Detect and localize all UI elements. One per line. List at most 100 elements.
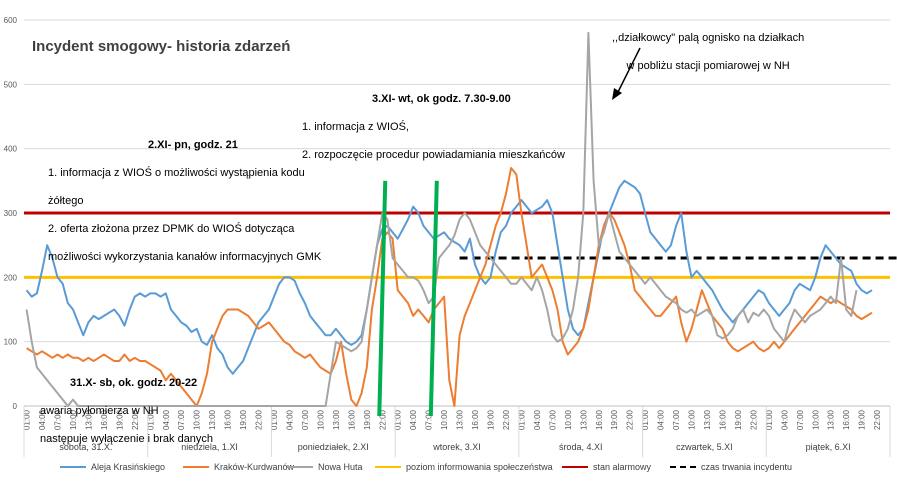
legend-item-s2: Kraków-Kurdwanów [183, 462, 294, 472]
day-label: czwartek, 5.XI [676, 442, 733, 452]
hour-tick-label: 22:00 [873, 409, 882, 430]
legend-item-s3: Nowa Huta [287, 462, 363, 472]
hour-tick-label: 01:00 [517, 409, 526, 430]
legend-label-incident: czas trwania incydentu [701, 462, 793, 472]
hour-tick-label: 22:00 [255, 409, 264, 430]
annotation-saturday: 31.X- sb, ok. godz. 20-22 awaria pyłomie… [40, 362, 213, 460]
legend-swatch-alarm [562, 466, 588, 468]
annotation-monday: 2.XI- pn, godz. 21 1. informacja z WIOŚ … [48, 124, 321, 278]
hour-tick-label: 04:00 [533, 409, 542, 430]
hour-tick-label: 13:00 [84, 409, 93, 430]
legend-item-info: poziom informowania społeczeństwa [375, 462, 553, 472]
y-tick-label-0: 0 [13, 402, 18, 411]
y-axis: 0 100 200 300 400 500 600 [4, 16, 18, 411]
hour-tick-label: 16:00 [718, 409, 727, 430]
hour-tick-label: 22:00 [131, 409, 140, 430]
annotation-nowa-huta: ,,działkowcy" palą ognisko na działkach … [612, 17, 804, 87]
annotation-tuesday: 3.XI- wt, ok godz. 7.30-9.00 1. informac… [302, 78, 565, 176]
hour-tick-label: 22:00 [502, 409, 511, 430]
hour-tick-label: 13:00 [332, 409, 341, 430]
annotation-saturday-line1: awaria pyłomierza w NH [40, 405, 159, 417]
hour-tick-label: 13:00 [703, 409, 712, 430]
y-tick-label-100: 100 [4, 338, 18, 347]
hour-tick-label: 19:00 [487, 409, 496, 430]
hour-tick-label: 07:00 [796, 409, 805, 430]
hour-tick-label: 10:00 [316, 409, 325, 430]
series-lines [25, 31, 873, 407]
hour-tick-label: 19:00 [115, 409, 124, 430]
annotation-monday-item1b: żółtego [48, 195, 84, 207]
annotation-tuesday-title: 3.XI- wt, ok godz. 7.30-9.00 [372, 93, 511, 105]
y-tick-label-300: 300 [4, 209, 18, 218]
hour-tick-label: 01:00 [394, 409, 403, 430]
hour-tick-label: 07:00 [425, 409, 434, 430]
hour-tick-label: 04:00 [162, 409, 171, 430]
hour-tick-label: 07:00 [54, 409, 63, 430]
legend-label-s2: Kraków-Kurdwanów [214, 462, 295, 472]
x-axis: 01:00 04:00 07:00 10:00 13:00 16:00 19:00 22:00… [23, 409, 883, 452]
hour-tick-label: 01:00 [765, 409, 774, 430]
annotation-saturday-title: 31.X- sb, ok. godz. 20-22 [70, 377, 198, 389]
hour-tick-label: 22:00 [626, 409, 635, 430]
legend-item-alarm: stan alarmowy [562, 462, 651, 472]
event-marker-1 [377, 180, 388, 417]
hour-tick-label: 04:00 [657, 409, 666, 430]
day-label: wtorek, 3.XI [432, 442, 481, 452]
day-label: sobota, 31.X. [59, 442, 112, 452]
annotation-monday-item2: 2. oferta złożona przez DPMK do WIOŚ dot… [48, 223, 295, 235]
hour-tick-label: 10:00 [688, 409, 697, 430]
hour-tick-label: 16:00 [347, 409, 356, 430]
day-label: poniedziałek, 2.XI [298, 442, 369, 452]
annotation-tuesday-item2: 2. rozpoczęcie procedur powiadamiania mi… [302, 149, 565, 161]
legend-item-incident: czas trwania incydentu [670, 462, 792, 472]
hour-tick-label: 10:00 [69, 409, 78, 430]
hour-tick-label: 16:00 [595, 409, 604, 430]
legend-label-info: poziom informowania społeczeństwa [406, 462, 553, 472]
hour-tick-label: 13:00 [579, 409, 588, 430]
arrow-head [612, 88, 622, 100]
y-tick-label-400: 400 [4, 145, 18, 154]
threshold-lines [24, 211, 897, 279]
hour-tick-label: 10:00 [811, 409, 820, 430]
hour-tick-label: 22:00 [378, 409, 387, 430]
hour-tick-label: 04:00 [285, 409, 294, 430]
day-label: niedziela, 1.XI [181, 442, 238, 452]
y-tick-label-600: 600 [4, 16, 18, 25]
event-markers [377, 180, 439, 417]
legend-label-s3: Nowa Huta [318, 462, 363, 472]
annotation-nowa-huta-line2: w pobliżu stacji pomiarowej w NH [626, 60, 790, 72]
legend-label-s1: Aleja Krasińskiego [91, 462, 166, 472]
series-line-3 [25, 31, 858, 407]
annotation-arrow [612, 47, 641, 100]
annotation-monday-item2b: możliwości wykorzystania kanałów informa… [48, 251, 322, 263]
hour-tick-label: 19:00 [858, 409, 867, 430]
chart-title: Incydent smogowy- historia zdarzeń [32, 38, 291, 55]
annotation-monday-item1: 1. informacja z WIOŚ o możliwości wystąp… [48, 167, 305, 179]
day-label: piątek, 6.XI [806, 442, 851, 452]
legend-swatch-info [375, 466, 401, 468]
hour-tick-label: 13:00 [827, 409, 836, 430]
legend: Aleja Krasińskiego Kraków-Kurdwanów Nowa… [0, 458, 897, 476]
hour-tick-label: 01:00 [641, 409, 650, 430]
annotation-monday-title: 2.XI- pn, godz. 21 [148, 139, 238, 151]
day-label: środa, 4.XI [559, 442, 603, 452]
y-tick-label-500: 500 [4, 80, 18, 89]
hour-tick-label: 01:00 [270, 409, 279, 430]
legend-item-s1: Aleja Krasińskiego [60, 462, 165, 472]
event-marker-2 [428, 180, 439, 417]
annotation-tuesday-item1: 1. informacja z WIOŚ, [302, 121, 409, 133]
legend-swatch-s3 [287, 466, 313, 468]
annotation-saturday-line2: następuje wyłączenie i brak danych [40, 433, 214, 445]
hour-tick-label: 16:00 [224, 409, 233, 430]
y-tick-label-200: 200 [4, 273, 18, 282]
hour-tick-label: 19:00 [239, 409, 248, 430]
hour-tick-label: 16:00 [100, 409, 109, 430]
hour-tick-label: 16:00 [471, 409, 480, 430]
hour-tick-label: 19:00 [610, 409, 619, 430]
hour-tick-label: 19:00 [363, 409, 372, 430]
hour-tick-label: 01:00 [23, 409, 32, 430]
hour-tick-label: 04:00 [780, 409, 789, 430]
legend-swatch-s2 [183, 466, 209, 468]
legend-swatch-s1 [60, 466, 86, 468]
hour-tick-label: 13:00 [208, 409, 217, 430]
